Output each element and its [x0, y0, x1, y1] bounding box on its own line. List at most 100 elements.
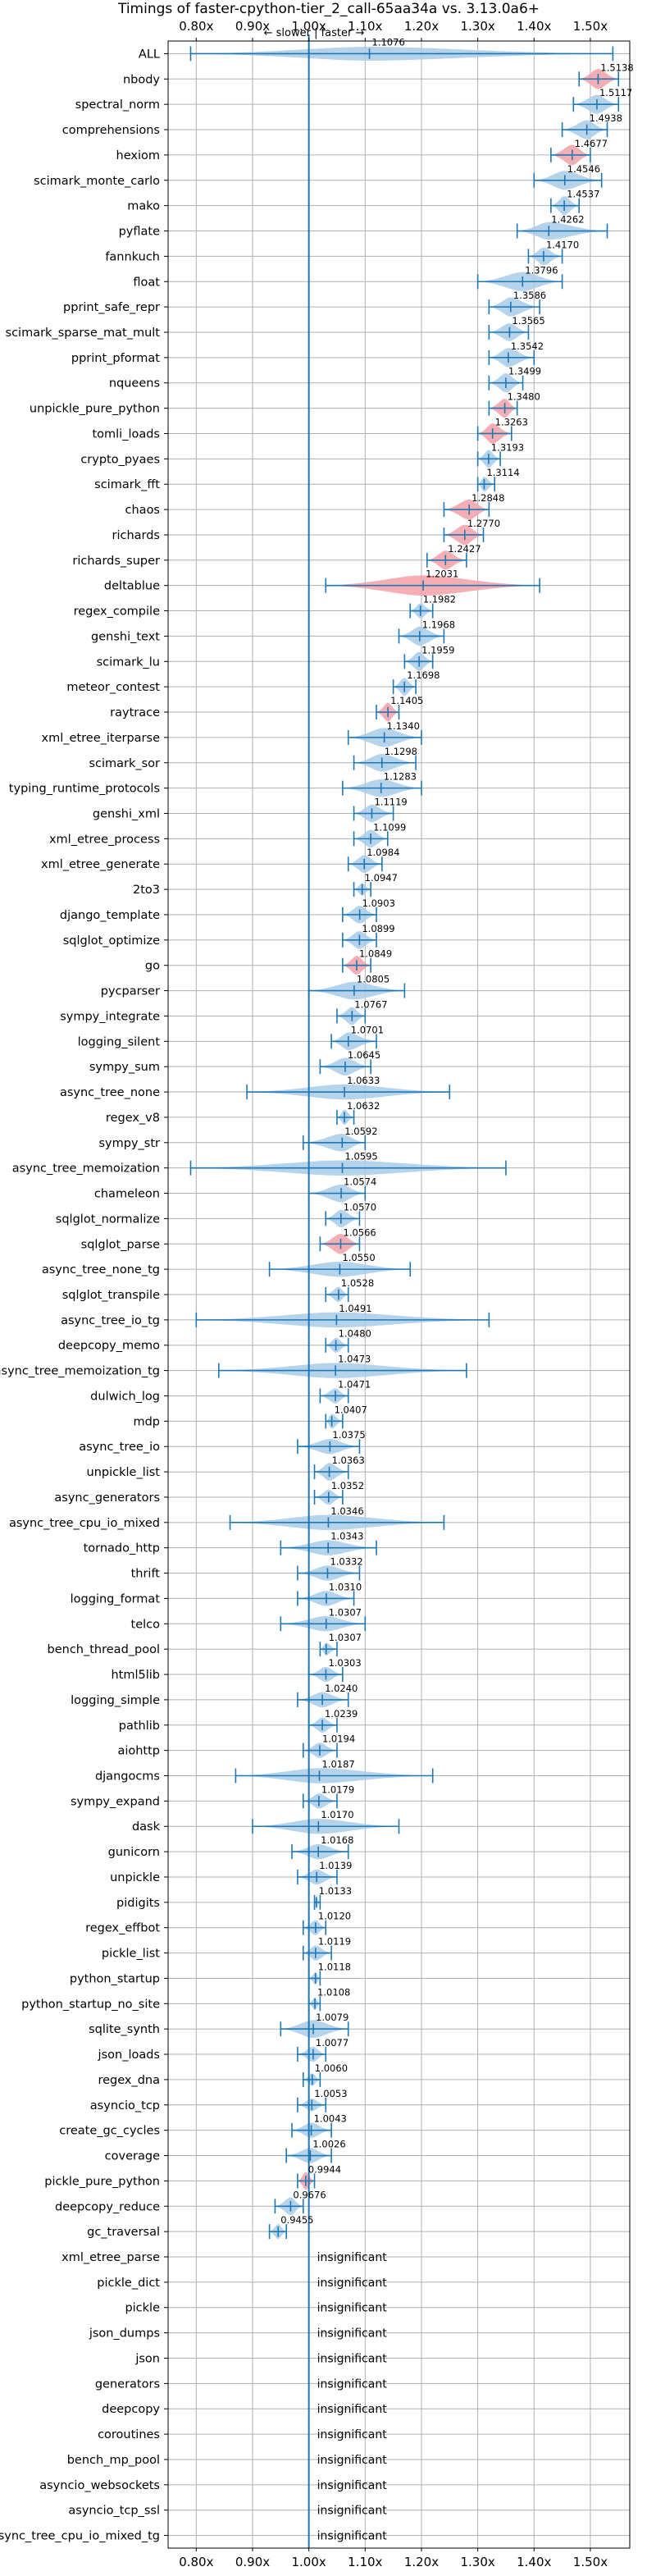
value-label-2to3: 1.0947 — [365, 872, 398, 884]
value-label-django_template: 1.0903 — [362, 897, 395, 909]
category-label: coroutines — [98, 2428, 160, 2441]
category-label: pyflate — [119, 226, 160, 239]
category-label: thrift — [131, 1568, 161, 1581]
direction-note: ← slower | faster → — [264, 27, 365, 39]
category-label: aiohttp — [117, 1745, 160, 1758]
category-label: xml_etree_process — [49, 833, 160, 846]
value-label-asyncio_tcp: 1.0053 — [314, 2088, 347, 2099]
value-label-scimark_sparse_mat_mult: 1.3565 — [512, 315, 544, 327]
value-label-sympy_str: 1.0592 — [344, 1126, 377, 1137]
category-label: json — [134, 2352, 160, 2365]
value-label-typing_runtime_protocols: 1.1283 — [384, 771, 417, 783]
value-label-pickle_list: 1.0119 — [318, 1936, 351, 1948]
category-label: scimark_monte_carlo — [34, 175, 160, 188]
value-label-fannkuch: 1.4170 — [546, 239, 579, 250]
value-label-deepcopy_reduce: 0.9676 — [293, 2189, 326, 2200]
value-label-dulwich_log: 1.0471 — [338, 1378, 371, 1390]
insignificant-label: insignificant — [317, 2377, 388, 2391]
category-label: richards_super — [72, 555, 160, 568]
category-label: chameleon — [94, 1188, 160, 1201]
insignificant-label: insignificant — [317, 2352, 388, 2365]
category-label: sympy_integrate — [60, 1010, 160, 1023]
category-label: pprint_safe_repr — [63, 301, 160, 314]
value-label-coverage: 1.0026 — [312, 2139, 345, 2150]
category-label: go — [145, 960, 160, 973]
category-label: sympy_sum — [89, 1061, 160, 1074]
category-label: deepcopy — [102, 2403, 160, 2416]
category-label: sympy_str — [99, 1137, 161, 1150]
category-label: python_startup — [70, 1972, 160, 1985]
value-label-genshi_text: 1.1968 — [422, 619, 455, 630]
category-label: pickle_list — [102, 1948, 160, 1961]
value-label-sqlglot_optimize: 1.0899 — [362, 923, 394, 934]
value-label-comprehensions: 1.4938 — [590, 112, 622, 124]
category-label: djangocms — [95, 1770, 160, 1784]
value-label-aiohttp: 1.0194 — [322, 1733, 355, 1745]
category-label: json_loads — [98, 2048, 160, 2062]
x-tick-label-top: 0.80x — [179, 19, 213, 34]
insignificant-label: insignificant — [317, 2251, 388, 2264]
category-label: async_generators — [54, 1491, 160, 1505]
category-label: sympy_expand — [71, 1795, 160, 1808]
category-label: python_startup_no_site — [21, 1998, 160, 2011]
category-label: async_tree_none — [60, 1086, 160, 1099]
category-label: asyncio_websockets — [39, 2479, 160, 2492]
category-label: deepcopy_reduce — [55, 2200, 160, 2213]
category-label: pprint_pformat — [71, 352, 160, 365]
value-label-regex_v8: 1.0632 — [347, 1100, 380, 1112]
value-label-async_generators: 1.0352 — [331, 1480, 364, 1491]
category-label: regex_v8 — [106, 1112, 160, 1125]
category-label: mako — [127, 200, 160, 213]
grid-lines — [168, 41, 630, 2548]
value-label-regex_dna: 1.0060 — [315, 2062, 348, 2074]
x-tick-label-top: 1.30x — [460, 19, 494, 34]
value-label-gunicorn: 1.0168 — [321, 1834, 353, 1846]
category-label: dulwich_log — [90, 1390, 160, 1403]
category-label: async_tree_io — [79, 1441, 160, 1454]
category-label: async_tree_memoization_tg — [0, 1365, 160, 1378]
insignificant-label: insignificant — [317, 2479, 388, 2492]
value-label-sympy_integrate: 1.0767 — [354, 998, 387, 1010]
value-label-tomli_loads: 1.3263 — [495, 416, 528, 427]
insignificant-label: insignificant — [317, 2454, 388, 2467]
value-label-gc_traversal: 0.9455 — [280, 2214, 313, 2226]
category-label: sqlglot_transpile — [62, 1289, 160, 1302]
value-label-spectral_norm: 1.5117 — [599, 87, 632, 98]
value-label-sqlglot_normalize: 1.0570 — [344, 1201, 376, 1213]
category-label: fannkuch — [105, 250, 160, 263]
value-label-scimark_sor: 1.1298 — [385, 746, 417, 757]
category-label: mdp — [133, 1415, 160, 1428]
category-label: pidigits — [116, 1897, 160, 1910]
category-label: unpickle — [110, 1871, 160, 1884]
value-label-xml_etree_generate: 1.0984 — [367, 847, 399, 858]
category-label: genshi_xml — [93, 807, 160, 820]
category-label: scimark_fft — [94, 478, 160, 491]
category-label: deepcopy_memo — [58, 1340, 160, 1353]
category-label: pathlib — [119, 1720, 160, 1733]
value-label-async_tree_memoization_tg: 1.0473 — [338, 1354, 371, 1365]
value-label-nbody: 1.5138 — [600, 62, 633, 73]
category-label: scimark_lu — [97, 655, 160, 669]
category-label: regex_compile — [74, 605, 160, 619]
value-label-pyflate: 1.4262 — [551, 214, 584, 226]
value-label-async_tree_cpu_io_mixed: 1.0346 — [330, 1505, 363, 1517]
category-label: sqlglot_normalize — [56, 1213, 160, 1226]
category-label: logging_simple — [71, 1694, 160, 1707]
value-label-djangocms: 1.0187 — [321, 1759, 354, 1770]
insignificant-label: insignificant — [317, 2428, 388, 2441]
value-label-xml_etree_process: 1.1099 — [373, 821, 406, 833]
category-label: typing_runtime_protocols — [9, 783, 160, 796]
value-label-async_tree_none_tg: 1.0550 — [342, 1252, 375, 1263]
value-label-regex_effbot: 1.0120 — [318, 1911, 351, 1922]
insignificant-label: insignificant — [317, 2403, 388, 2416]
category-label: html5lib — [111, 1669, 160, 1682]
value-label-sqlglot_transpile: 1.0528 — [341, 1277, 374, 1289]
category-label: crypto_pyaes — [80, 453, 160, 466]
category-label: generators — [95, 2377, 160, 2391]
value-label-thrift: 1.0332 — [330, 1556, 362, 1568]
value-label-richards: 1.2770 — [467, 518, 500, 529]
category-label: pickle — [125, 2302, 160, 2315]
value-label-python_startup_no_site: 1.0108 — [317, 1986, 350, 1998]
value-label-ALL: 1.1076 — [372, 36, 405, 48]
insignificant-label: insignificant — [317, 2302, 388, 2315]
